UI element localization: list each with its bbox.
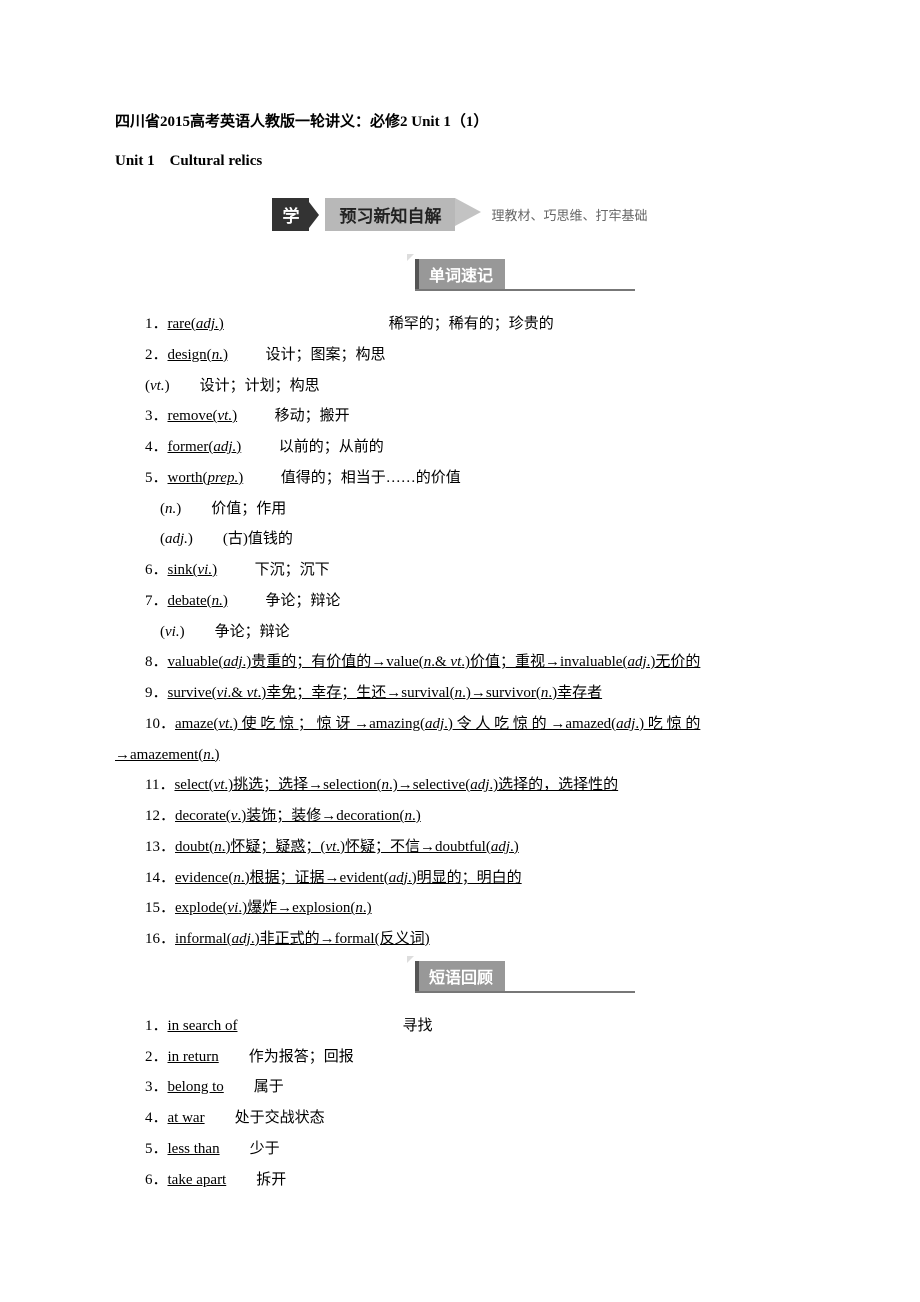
phrase-entry: 1．in search of寻找: [115, 1011, 805, 1042]
section-corner-icon: [407, 254, 414, 261]
vocab-subentry: (n.) 价值；作用: [115, 494, 805, 525]
section-label: 短语回顾: [415, 961, 505, 991]
phrase-entry: 6．take apart 拆开: [115, 1165, 805, 1196]
vocab-entry: 1．rare(adj.)稀罕的；稀有的；珍贵的: [115, 309, 805, 340]
section-underline: [415, 991, 635, 993]
vocab-derivation-entry: 9．survive(vi.& vt.)幸免；幸存；生还→survival(n.)…: [115, 678, 805, 709]
section-corner-icon: [407, 956, 414, 963]
vocab-entry: 6．sink(vi.) 下沉；沉下: [115, 555, 805, 586]
vocab-derivations-list: 8．valuable(adj.)贵重的；有价值的→value(n.& vt.)价…: [115, 647, 805, 955]
doc-subtitle: Unit 1 Cultural relics: [115, 149, 805, 170]
vocab-entry: 7．debate(n.) 争论；辩论: [115, 586, 805, 617]
banner-tail: 理教材、巧思维、打牢基础: [491, 205, 647, 224]
section-underline: [415, 289, 635, 291]
vocab-derivation-entry: 12．decorate(v.)装饰；装修→decoration(n.): [115, 801, 805, 832]
banner-arrow-icon: [309, 202, 319, 228]
vocab-derivation-entry: 11．select(vt.)挑选；选择→selection(n.)→select…: [115, 770, 805, 801]
phrase-entry: 5．less than 少于: [115, 1134, 805, 1165]
vocab-list: 1．rare(adj.)稀罕的；稀有的；珍贵的2．design(n.) 设计；图…: [115, 309, 805, 647]
vocab-subentry: (adj.) (古)值钱的: [115, 524, 805, 555]
section-header-phrase: 短语回顾: [115, 961, 805, 991]
vocab-entry: 2．design(n.) 设计；图案；构思: [115, 340, 805, 371]
vocab-entry: 5．worth(prep.) 值得的；相当于……的价值: [115, 463, 805, 494]
document-page: 四川省2015高考英语人教版一轮讲义：必修2 Unit 1（1） Unit 1 …: [0, 0, 920, 1245]
vocab-derivation-entry: 16．informal(adj.)非正式的→formal(反义词): [115, 924, 805, 955]
preview-banner: 学 预习新知自解 理教材、巧思维、打牢基础: [115, 198, 805, 231]
vocab-derivation-entry: 14．evidence(n.)根据；证据→evident(adj.)明显的；明白…: [115, 863, 805, 894]
phrase-entry: 2．in return 作为报答；回报: [115, 1042, 805, 1073]
phrase-entry: 3．belong to 属于: [115, 1072, 805, 1103]
vocab-derivation-entry: 8．valuable(adj.)贵重的；有价值的→value(n.& vt.)价…: [115, 647, 805, 678]
vocab-subentry: (vi.) 争论；辩论: [115, 617, 805, 648]
vocab-derivation-continuation: →amazement(n.): [115, 740, 805, 771]
phrase-entry: 4．at war 处于交战状态: [115, 1103, 805, 1134]
doc-title: 四川省2015高考英语人教版一轮讲义：必修2 Unit 1（1）: [115, 110, 805, 131]
section-header-vocab: 单词速记: [115, 259, 805, 289]
vocab-derivation-entry: 10．amaze(vt.) 使 吃 惊 ； 惊 讶 →amazing(adj.)…: [115, 709, 805, 740]
banner-main: 预习新知自解: [325, 198, 455, 231]
vocab-derivation-entry: 13．doubt(n.)怀疑；疑惑；(vt.)怀疑；不信→doubtful(ad…: [115, 832, 805, 863]
vocab-entry: 4．former(adj.) 以前的；从前的: [115, 432, 805, 463]
phrase-list: 1．in search of寻找2．in return 作为报答；回报3．bel…: [115, 1011, 805, 1196]
section-label: 单词速记: [415, 259, 505, 289]
vocab-subentry: (vt.) 设计；计划；构思: [115, 371, 805, 402]
banner-lead: 学: [272, 198, 309, 231]
vocab-entry: 3．remove(vt.) 移动；搬开: [115, 401, 805, 432]
vocab-derivation-entry: 15．explode(vi.)爆炸→explosion(n.): [115, 893, 805, 924]
